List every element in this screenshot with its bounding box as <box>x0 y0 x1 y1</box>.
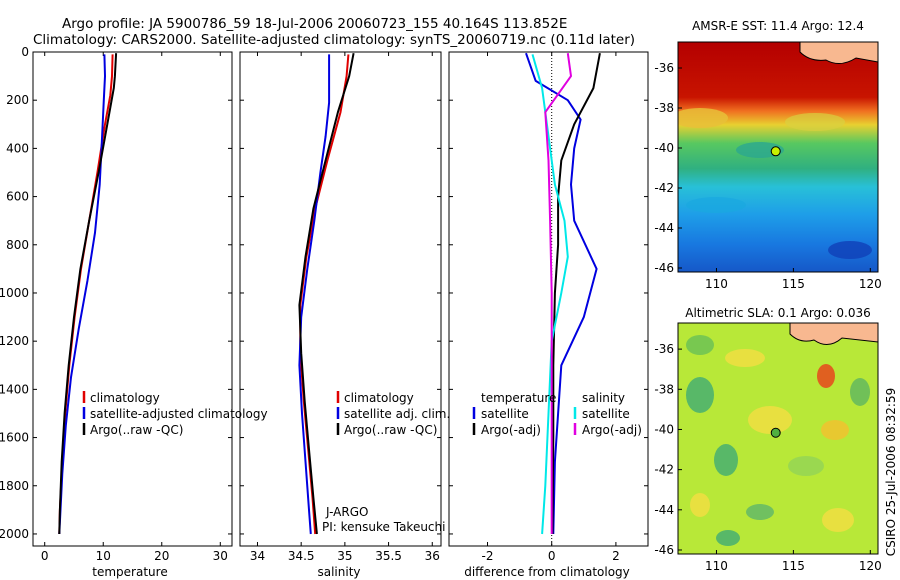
map-y-tick-label: -46 <box>654 543 674 557</box>
map-x-tick-label: 115 <box>782 277 805 291</box>
series-line <box>531 54 569 535</box>
salinity-annotation: J-ARGO <box>325 505 368 519</box>
y-tick-label: 400 <box>6 141 29 155</box>
map-y-tick-label: -42 <box>654 181 674 195</box>
map-y-tick-label: -44 <box>654 221 674 235</box>
x-tick-label: 36 <box>425 549 440 563</box>
legend-label: climatology <box>90 391 160 405</box>
map-axes-layer: -36 -38 -40 -42 -44 -46 110 115 120 -36 -38 -40 -42 -… <box>654 61 881 573</box>
x-tick-label: 10 <box>96 549 111 563</box>
map-y-tick-label: -36 <box>654 61 674 75</box>
sla-map <box>678 323 878 554</box>
y-tick-label: 1200 <box>0 334 29 348</box>
legend-label: Argo(..raw -QC) <box>344 423 437 437</box>
map-x-tick-label: 110 <box>705 559 728 573</box>
x-tick-label: -2 <box>482 549 494 563</box>
y-tick-label: 800 <box>6 238 29 252</box>
legend-label: climatology <box>344 391 414 405</box>
x-tick-label: 0 <box>41 549 49 563</box>
series-line <box>298 54 331 535</box>
map-x-tick-label: 120 <box>859 277 882 291</box>
y-tick-label: 1400 <box>0 382 29 396</box>
x-tick-label: 34.5 <box>288 549 315 563</box>
x-tick-label: 30 <box>213 549 228 563</box>
map-y-tick-label: -44 <box>654 503 674 517</box>
legend-title: temperature <box>481 391 556 405</box>
legend-label: Argo(-adj) <box>481 423 541 437</box>
series-line <box>298 53 355 535</box>
y-tick-label: 200 <box>6 93 29 107</box>
salinity-legend: climatology satellite adj. clim. Argo(..… <box>336 391 450 437</box>
map-x-tick-label: 120 <box>859 559 882 573</box>
legend-label: Argo(-adj) <box>582 423 642 437</box>
y-tick-label: 0 <box>21 45 29 59</box>
legend-label: satellite adj. clim. <box>344 407 450 421</box>
map-y-tick-label: -38 <box>654 382 674 396</box>
x-tick-label: 20 <box>154 549 169 563</box>
x-tick-label: 2 <box>612 549 620 563</box>
x-tick-label: 35.5 <box>375 549 402 563</box>
argo-position-marker <box>770 427 781 438</box>
header-line-2: Climatology: CARS2000. Satellite-adjuste… <box>33 32 635 48</box>
series-line <box>544 53 572 534</box>
x-tick-label: 0 <box>548 549 556 563</box>
legend-title: salinity <box>582 391 625 405</box>
map-y-tick-label: -40 <box>654 141 674 155</box>
lines-layer <box>58 52 601 535</box>
y-tick-label: 1600 <box>0 431 29 445</box>
sla-map-title: Altimetric SLA: 0.1 Argo: 0.036 <box>685 306 870 320</box>
map-y-tick-label: -38 <box>654 101 674 115</box>
salinity-xlabel: salinity <box>317 565 360 579</box>
y-tick-label: 2000 <box>0 527 29 541</box>
series-line <box>58 54 106 535</box>
x-tick-label: 35 <box>337 549 352 563</box>
series-line <box>58 53 118 535</box>
sst-map <box>678 42 878 272</box>
y-tick-label: 600 <box>6 190 29 204</box>
legend-label: satellite <box>481 407 529 421</box>
temperature-panel-frame <box>32 51 233 547</box>
x-tick-label: 34 <box>250 549 265 563</box>
map-y-tick-label: -42 <box>654 463 674 477</box>
sst-map-frame <box>677 41 879 273</box>
map-x-tick-label: 115 <box>782 559 805 573</box>
series-line <box>525 52 598 535</box>
salinity-annotation: PI: kensuke Takeuchi <box>322 520 445 534</box>
series-line <box>551 53 601 535</box>
map-y-tick-label: -36 <box>654 342 674 356</box>
y-tick-label: 1000 <box>0 286 29 300</box>
difference-xlabel: difference from climatology <box>464 565 630 579</box>
salinity-panel-frame <box>239 51 442 547</box>
legend-label: satellite-adjusted climatology <box>90 407 268 421</box>
argo-position-marker <box>770 146 781 157</box>
map-x-tick-label: 110 <box>705 277 728 291</box>
legend-label: Argo(..raw -QC) <box>90 423 183 437</box>
side-timestamp-label: CSIRO 25-Jul-2006 08:32:59 <box>884 388 898 556</box>
series-line <box>299 54 350 535</box>
sla-map-frame <box>677 322 879 555</box>
legend-label: satellite <box>582 407 630 421</box>
difference-panel-frame <box>448 51 649 547</box>
difference-legend: temperature salinity satellite Argo(-adj… <box>472 391 642 437</box>
map-y-tick-label: -46 <box>654 261 674 275</box>
temperature-xlabel: temperature <box>92 565 167 579</box>
map-y-tick-label: -40 <box>654 422 674 436</box>
header-line-1: Argo profile: JA 5900786_59 18-Jul-2006 … <box>62 16 567 32</box>
y-tick-label: 1800 <box>0 479 29 493</box>
sst-map-title: AMSR-E SST: 11.4 Argo: 12.4 <box>692 19 864 33</box>
temperature-legend: climatology satellite-adjusted climatolo… <box>82 391 268 437</box>
